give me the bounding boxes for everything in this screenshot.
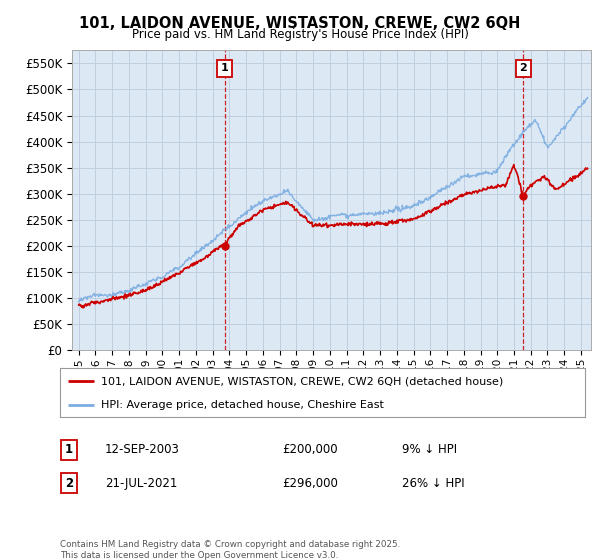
Text: HPI: Average price, detached house, Cheshire East: HPI: Average price, detached house, Ches… [101, 400, 384, 410]
Text: 1: 1 [65, 443, 73, 456]
Text: £200,000: £200,000 [282, 443, 338, 456]
Text: 26% ↓ HPI: 26% ↓ HPI [402, 477, 464, 490]
Text: 1: 1 [221, 63, 229, 73]
Text: 9% ↓ HPI: 9% ↓ HPI [402, 443, 457, 456]
Text: 12-SEP-2003: 12-SEP-2003 [105, 443, 180, 456]
Text: 21-JUL-2021: 21-JUL-2021 [105, 477, 178, 490]
Text: Price paid vs. HM Land Registry's House Price Index (HPI): Price paid vs. HM Land Registry's House … [131, 28, 469, 41]
Text: £296,000: £296,000 [282, 477, 338, 490]
Text: 2: 2 [65, 477, 73, 490]
Text: 101, LAIDON AVENUE, WISTASTON, CREWE, CW2 6QH: 101, LAIDON AVENUE, WISTASTON, CREWE, CW… [79, 16, 521, 31]
Text: 2: 2 [520, 63, 527, 73]
Text: Contains HM Land Registry data © Crown copyright and database right 2025.
This d: Contains HM Land Registry data © Crown c… [60, 540, 400, 560]
Text: 101, LAIDON AVENUE, WISTASTON, CREWE, CW2 6QH (detached house): 101, LAIDON AVENUE, WISTASTON, CREWE, CW… [101, 376, 503, 386]
